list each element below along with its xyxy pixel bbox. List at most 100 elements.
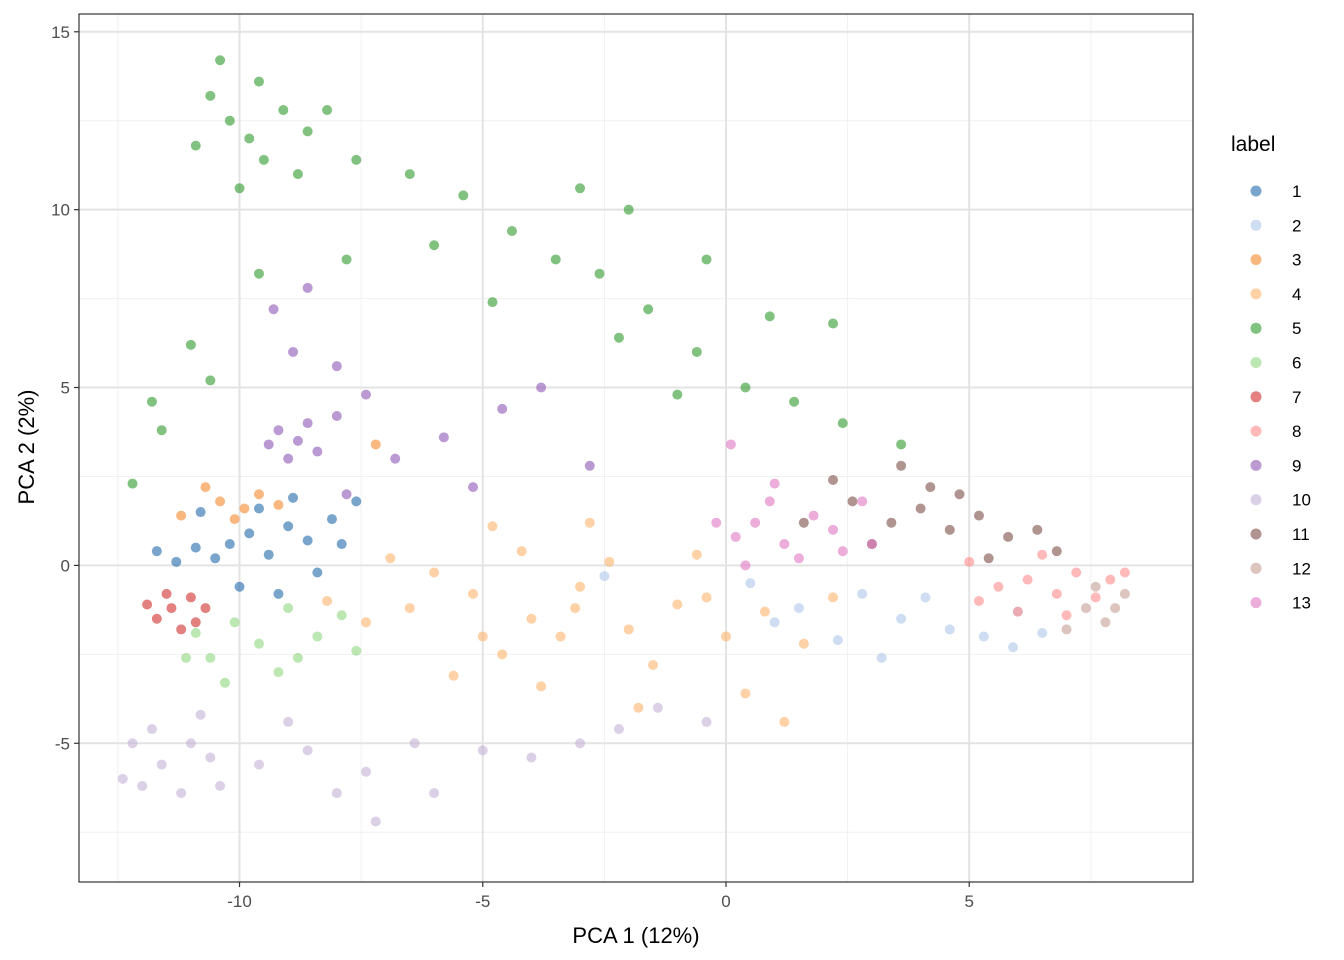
point-label-2 <box>769 617 780 628</box>
legend-key <box>1250 357 1262 368</box>
point-label-9 <box>292 435 303 446</box>
point-label-10 <box>137 780 148 791</box>
point-label-7 <box>200 603 211 614</box>
legend-key <box>1250 391 1262 403</box>
point-label-13 <box>808 510 819 521</box>
point-label-10 <box>283 716 294 727</box>
point-label-5 <box>146 396 157 407</box>
point-label-11 <box>954 489 965 500</box>
point-label-1 <box>283 521 294 532</box>
point-label-11 <box>925 482 936 493</box>
point-label-4 <box>570 603 581 614</box>
point-label-1 <box>253 503 264 514</box>
point-label-13 <box>740 560 751 571</box>
legend-key <box>1250 219 1262 231</box>
point-label-5 <box>205 90 216 101</box>
point-label-4 <box>404 603 415 614</box>
point-label-10 <box>652 702 663 713</box>
legend-label: 7 <box>1292 388 1301 407</box>
point-label-9 <box>341 489 352 500</box>
point-label-12 <box>1100 617 1111 628</box>
point-label-8 <box>1071 567 1082 578</box>
legend-key <box>1250 425 1262 437</box>
series-8 <box>964 549 1130 621</box>
legend-label: 12 <box>1292 559 1311 578</box>
x-tick-label: -10 <box>227 892 252 911</box>
series-5 <box>127 55 907 489</box>
point-label-1 <box>336 539 347 550</box>
point-label-7 <box>185 592 196 603</box>
point-label-10 <box>409 738 420 749</box>
point-label-10 <box>146 724 157 735</box>
y-tick-label: 10 <box>51 201 70 220</box>
point-label-4 <box>633 702 644 713</box>
series-7 <box>142 588 211 635</box>
point-label-4 <box>468 588 479 599</box>
legend-key <box>1250 254 1262 266</box>
point-label-10 <box>701 716 712 727</box>
point-label-5 <box>506 226 517 236</box>
point-label-13 <box>793 553 804 564</box>
point-label-8 <box>1061 610 1072 621</box>
point-label-1 <box>351 496 362 507</box>
x-tick-label: 0 <box>721 892 730 911</box>
point-label-5 <box>550 254 561 265</box>
point-label-6 <box>190 627 201 638</box>
point-label-1 <box>326 514 337 525</box>
point-label-11 <box>847 496 858 507</box>
point-label-5 <box>837 418 848 429</box>
point-label-4 <box>623 624 634 635</box>
legend-item-8: 8 <box>1250 422 1301 441</box>
point-label-5 <box>613 332 624 343</box>
point-label-2 <box>832 635 843 646</box>
point-label-9 <box>468 482 479 493</box>
legend-key <box>1250 562 1262 574</box>
point-label-8 <box>964 556 975 567</box>
point-label-2 <box>857 588 868 599</box>
point-label-1 <box>234 581 245 592</box>
point-label-3 <box>176 510 187 521</box>
point-label-9 <box>302 282 313 293</box>
point-label-4 <box>701 592 712 603</box>
plot-background <box>79 14 1193 882</box>
point-label-13 <box>857 496 868 507</box>
point-label-3 <box>253 489 264 500</box>
point-label-8 <box>1037 549 1048 560</box>
legend-item-2: 2 <box>1250 216 1301 235</box>
point-label-5 <box>789 396 800 407</box>
point-label-10 <box>176 788 187 799</box>
point-label-4 <box>604 556 615 567</box>
point-label-4 <box>648 660 659 670</box>
point-label-10 <box>302 745 313 756</box>
point-label-5 <box>302 126 313 137</box>
point-label-3 <box>239 503 250 514</box>
point-label-5 <box>764 311 775 322</box>
point-label-11 <box>896 460 907 471</box>
point-label-2 <box>944 624 955 635</box>
point-label-9 <box>536 382 547 393</box>
point-label-9 <box>331 410 342 421</box>
legend-key <box>1250 288 1262 300</box>
point-label-5 <box>341 254 352 265</box>
x-axis-title: PCA 1 (12%) <box>572 923 699 948</box>
point-label-5 <box>487 297 498 308</box>
point-label-3 <box>273 499 284 510</box>
legend-key <box>1250 185 1262 197</box>
point-label-12 <box>1110 603 1121 614</box>
legend-key <box>1250 459 1262 471</box>
point-label-4 <box>555 631 566 642</box>
point-label-10 <box>156 759 167 770</box>
x-tick-label: 5 <box>964 892 973 911</box>
legend-item-3: 3 <box>1250 251 1301 270</box>
x-tick-label: -5 <box>475 892 490 911</box>
point-label-9 <box>302 418 313 429</box>
legend-item-5: 5 <box>1250 319 1301 338</box>
point-label-10 <box>205 752 216 763</box>
series-3 <box>176 439 381 525</box>
point-label-4 <box>740 688 751 699</box>
point-label-10 <box>117 773 128 784</box>
y-tick-label: 15 <box>51 23 70 42</box>
point-label-4 <box>720 631 731 642</box>
point-label-5 <box>292 169 303 180</box>
legend-label: 5 <box>1292 319 1301 338</box>
